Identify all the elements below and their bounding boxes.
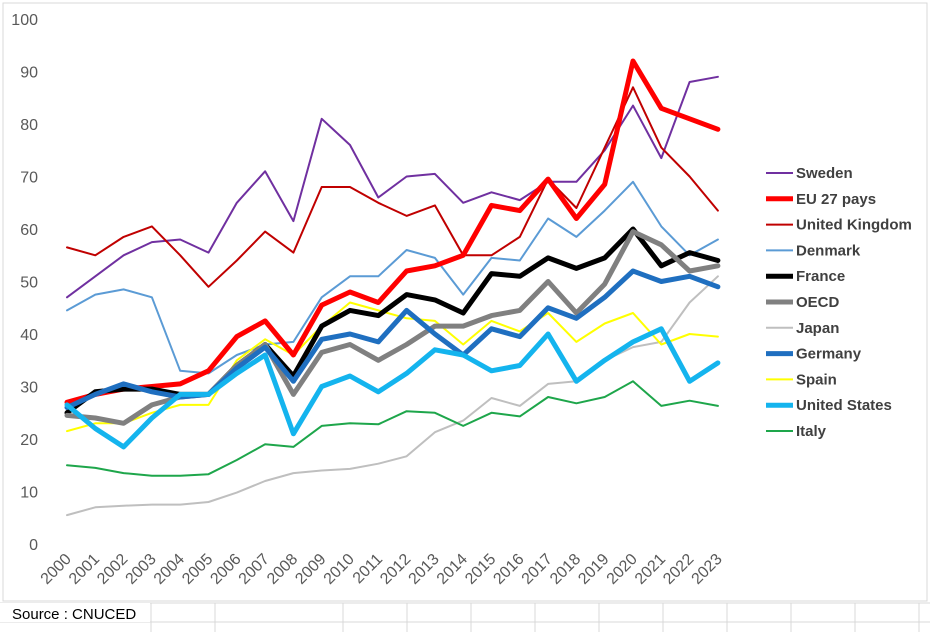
legend-label: France <box>796 268 845 285</box>
y-tick-label: 30 <box>20 380 38 397</box>
y-tick-label: 50 <box>20 275 38 292</box>
legend-label: Sweden <box>796 165 853 182</box>
source-note: Source : CNUCED <box>12 606 136 623</box>
legend-label: Denmark <box>796 242 861 259</box>
spreadsheet-gridlines <box>0 602 930 632</box>
series-lines <box>64 58 721 517</box>
legend-label: United Kingdom <box>796 217 912 234</box>
series-line-united-states <box>64 326 721 450</box>
y-tick-label: 0 <box>29 537 38 554</box>
legend-label: Spain <box>796 371 837 388</box>
series-line-france <box>64 226 721 416</box>
y-axis-ticks: 0 10 20 30 40 50 60 70 80 90 100 <box>11 12 38 554</box>
series-line-spain <box>66 301 719 433</box>
series-line-denmark <box>66 180 719 375</box>
y-tick-label: 60 <box>20 222 38 239</box>
legend-label: OECD <box>796 294 840 311</box>
legend-label: Japan <box>796 320 839 337</box>
series-line-italy <box>66 380 719 477</box>
legend-label: EU 27 pays <box>796 191 876 208</box>
series-line-united-kingdom <box>66 86 719 288</box>
y-tick-label: 90 <box>20 65 38 82</box>
legend-label: Italy <box>796 423 827 440</box>
y-tick-label: 20 <box>20 432 38 449</box>
series-line-sweden <box>66 75 719 299</box>
legend-label: Germany <box>796 346 862 363</box>
y-tick-label: 40 <box>20 327 38 344</box>
legend-label: United States <box>796 397 892 414</box>
y-tick-label: 100 <box>11 12 38 29</box>
y-tick-label: 10 <box>20 485 38 502</box>
y-tick-label: 70 <box>20 170 38 187</box>
y-tick-label: 80 <box>20 117 38 134</box>
legend: Sweden EU 27 pays United Kingdom Denmark Fra… <box>766 165 912 440</box>
series-line-eu-27-pays <box>64 58 721 405</box>
